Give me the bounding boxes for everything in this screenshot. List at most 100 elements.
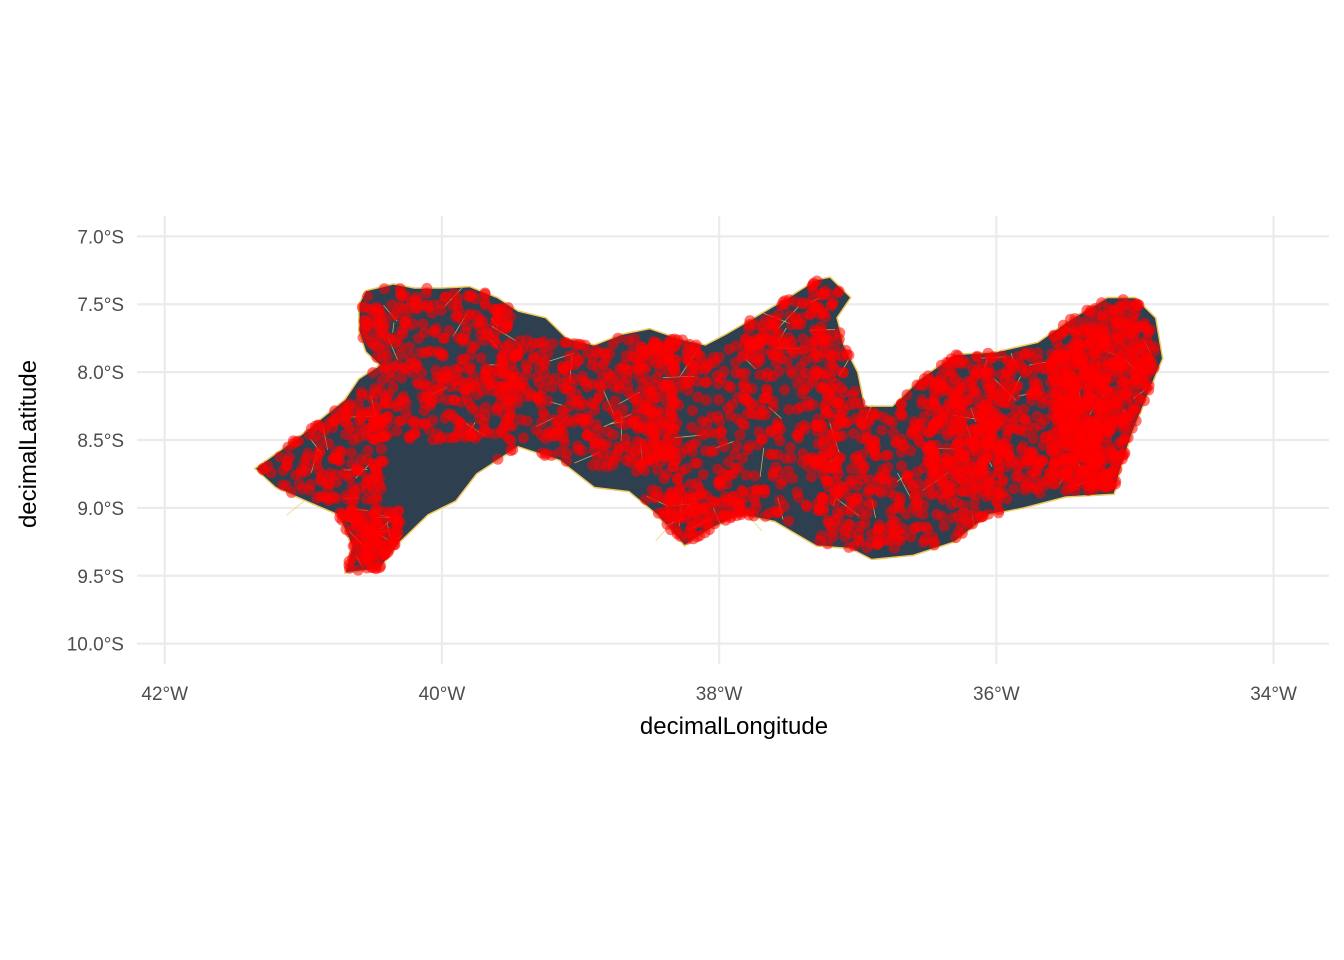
occurrence-point: [359, 406, 371, 418]
occurrence-point: [559, 437, 571, 449]
occurrence-point: [906, 480, 918, 492]
occurrence-point: [983, 508, 994, 520]
occurrence-point: [480, 401, 491, 413]
occurrence-point: [1064, 389, 1076, 401]
occurrence-point: [859, 460, 870, 472]
occurrence-point: [682, 343, 694, 355]
occurrence-point: [813, 502, 825, 514]
occurrence-point: [1091, 431, 1103, 443]
occurrence-point: [1129, 403, 1141, 415]
occurrence-point: [602, 426, 613, 438]
occurrence-point: [783, 515, 795, 527]
occurrence-point: [460, 326, 472, 338]
occurrence-point: [683, 356, 695, 367]
occurrence-point: [345, 447, 357, 459]
occurrence-point: [966, 461, 977, 473]
occurrence-point: [537, 406, 549, 418]
occurrence-point: [1142, 325, 1154, 337]
occurrence-point: [293, 478, 305, 490]
occurrence-point: [834, 327, 846, 339]
occurrence-point: [689, 457, 700, 469]
occurrence-point: [522, 362, 533, 374]
occurrence-point: [447, 431, 459, 443]
occurrence-point: [1067, 459, 1079, 470]
occurrence-point: [1008, 363, 1020, 375]
occurrence-point: [1130, 415, 1142, 427]
occurrence-point: [1067, 355, 1079, 367]
occurrence-point: [421, 282, 433, 294]
occurrence-point: [1081, 304, 1093, 316]
occurrence-point: [847, 389, 859, 401]
occurrence-point: [1027, 482, 1039, 494]
occurrence-point: [712, 378, 724, 390]
occurrence-point: [517, 432, 529, 444]
occurrence-point: [465, 430, 477, 442]
occurrence-point: [744, 400, 756, 412]
occurrence-point: [813, 351, 825, 363]
occurrence-point: [1051, 337, 1063, 349]
occurrence-point: [386, 299, 398, 311]
boundary-line: [897, 472, 911, 498]
occurrence-point: [703, 426, 715, 438]
occurrence-point: [978, 485, 990, 497]
occurrence-point: [631, 392, 643, 404]
occurrence-point: [305, 478, 316, 490]
occurrence-point: [731, 440, 743, 452]
occurrence-point: [924, 473, 936, 485]
occurrence-point: [479, 288, 491, 300]
occurrence-point: [701, 490, 713, 502]
occurrence-point: [1091, 414, 1103, 426]
occurrence-point: [367, 494, 379, 506]
occurrence-point: [990, 407, 1002, 419]
occurrence-point: [832, 287, 844, 298]
occurrence-point: [544, 425, 555, 437]
occurrence-point: [645, 353, 657, 365]
occurrence-point: [1059, 364, 1071, 376]
occurrence-point: [795, 401, 807, 413]
occurrence-point: [1094, 403, 1106, 415]
occurrence-point: [829, 350, 841, 362]
occurrence-point: [947, 512, 959, 524]
occurrence-point: [680, 463, 692, 475]
occurrence-point: [477, 385, 489, 397]
occurrence-point: [931, 508, 943, 520]
occurrence-point: [622, 380, 634, 392]
occurrence-point: [965, 486, 977, 498]
occurrence-point: [743, 440, 755, 452]
occurrence-point: [1047, 363, 1059, 375]
y-tick-label-2: 8.0°S: [77, 363, 124, 384]
occurrence-point: [831, 506, 843, 518]
occurrence-point: [1071, 334, 1083, 346]
occurrence-point: [337, 508, 349, 520]
occurrence-point: [938, 381, 949, 393]
occurrence-point: [391, 425, 403, 437]
occurrence-point: [895, 398, 907, 410]
occurrence-point: [474, 413, 486, 425]
occurrence-point: [617, 403, 629, 415]
occurrence-point: [834, 394, 846, 406]
occurrence-point: [313, 464, 325, 476]
occurrence-point: [935, 370, 947, 382]
occurrence-point: [395, 349, 407, 360]
occurrence-point: [669, 364, 681, 376]
occurrence-point: [1082, 478, 1094, 490]
occurrence-point: [580, 419, 592, 431]
occurrence-point: [773, 365, 785, 377]
occurrence-point: [340, 523, 352, 535]
occurrence-point: [1080, 370, 1092, 382]
occurrence-point: [404, 341, 416, 353]
occurrence-point: [963, 509, 975, 521]
occurrence-point: [893, 500, 904, 512]
occurrence-point: [375, 443, 387, 455]
occurrence-point: [277, 464, 289, 476]
y-tick-label-6: 10.0°S: [67, 635, 124, 656]
occurrence-point: [463, 377, 474, 388]
occurrence-point: [349, 539, 360, 551]
occurrence-point: [836, 430, 848, 442]
occurrence-point: [862, 487, 874, 499]
occurrence-point: [947, 390, 959, 402]
occurrence-point: [676, 334, 688, 346]
occurrence-point: [557, 365, 569, 376]
occurrence-point: [848, 495, 860, 507]
occurrence-point: [713, 394, 725, 406]
